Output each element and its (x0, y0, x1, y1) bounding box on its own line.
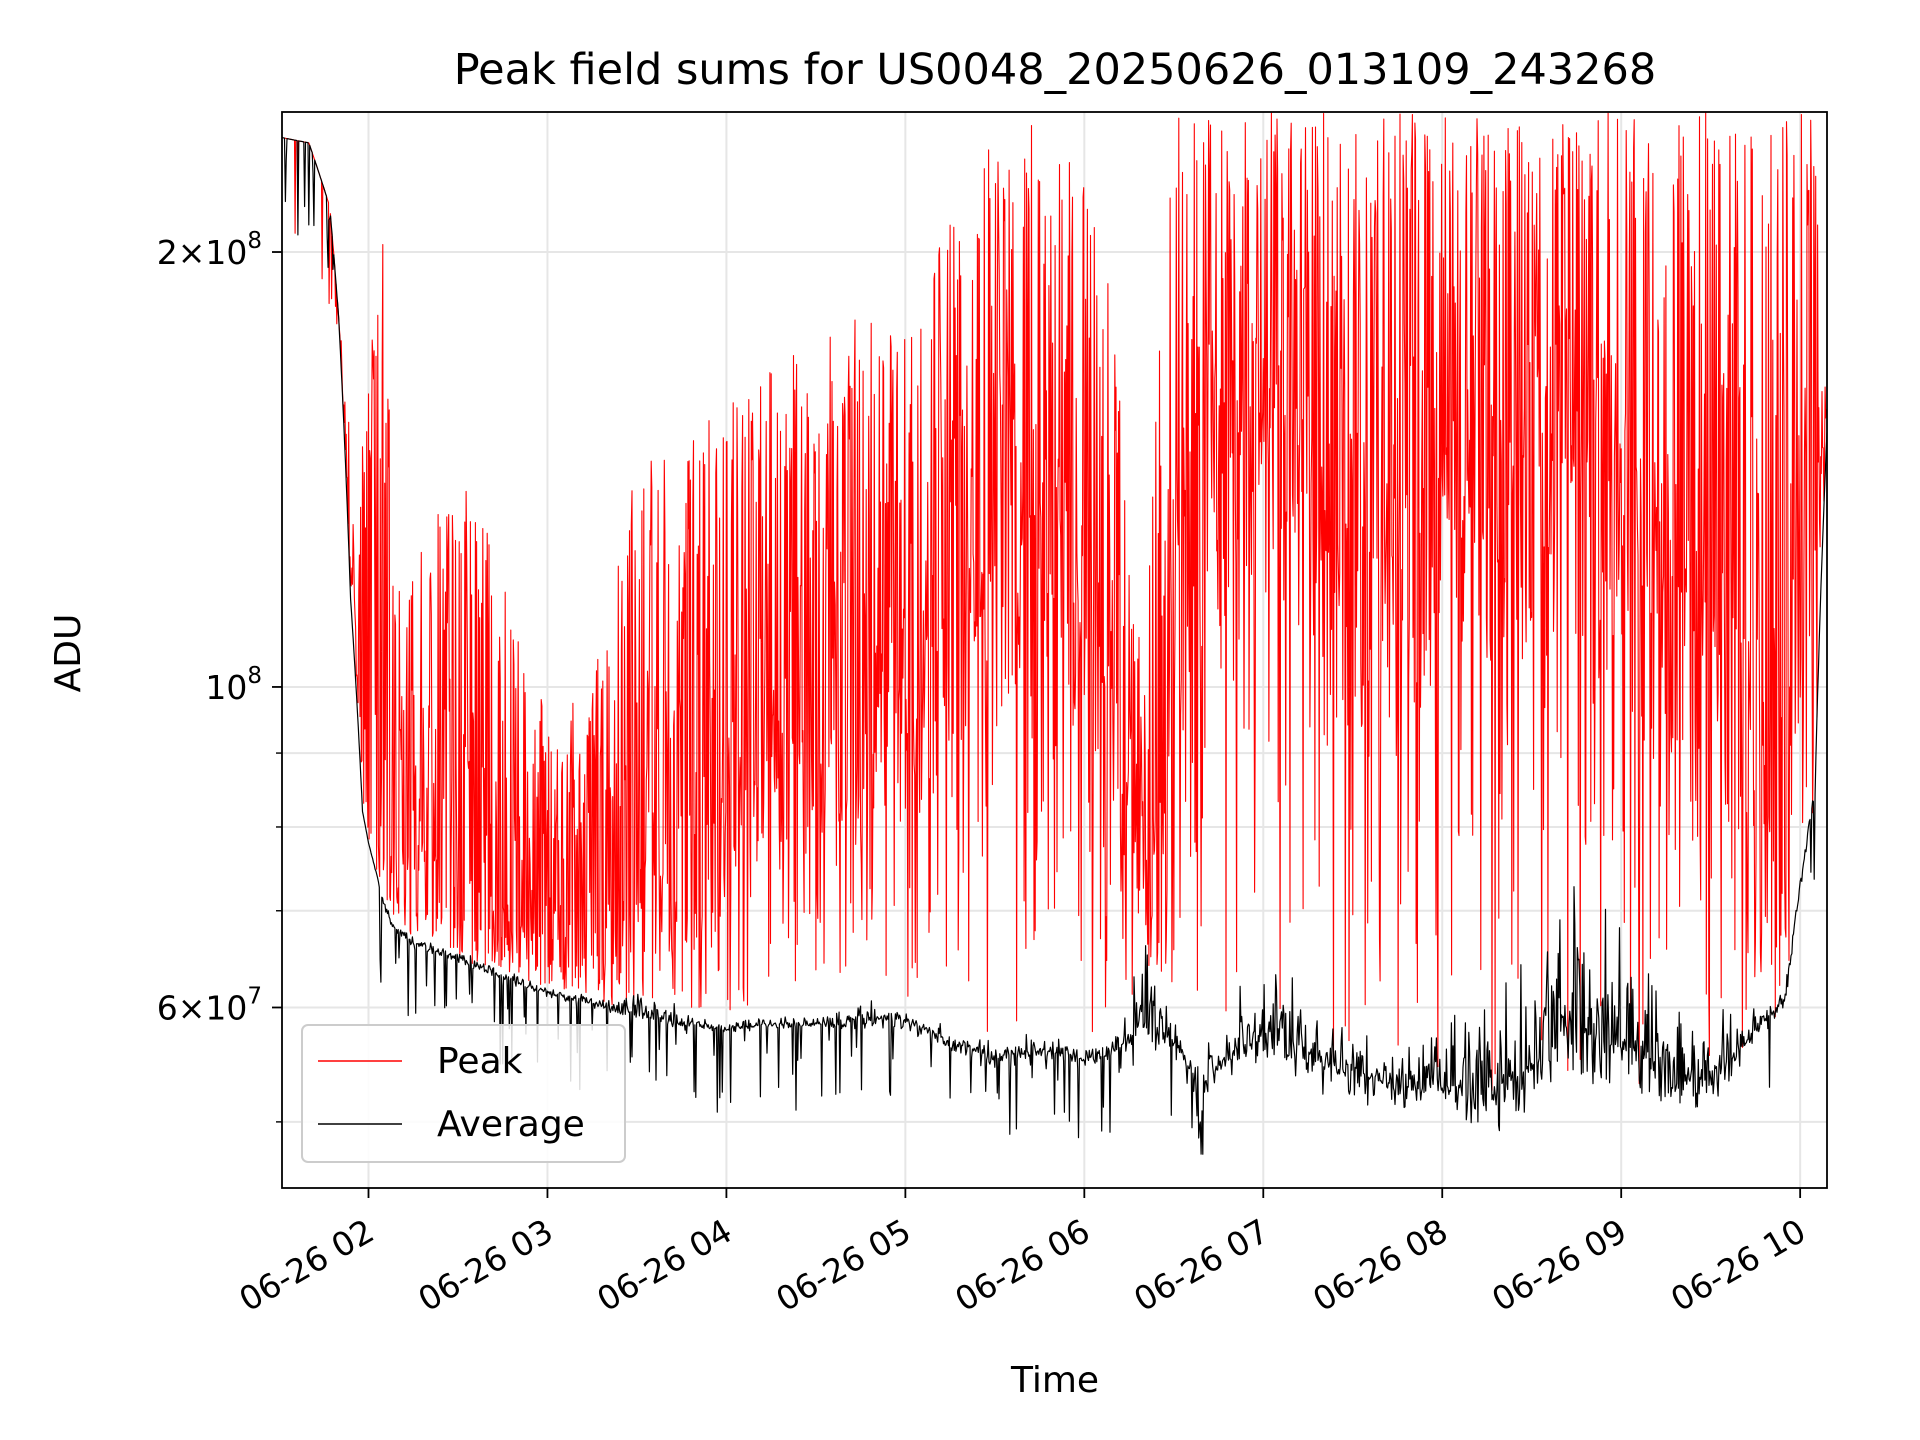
series-peak (282, 112, 1827, 1091)
plot-area (282, 112, 1827, 1155)
series-line-peak (282, 112, 1827, 1091)
series-average (282, 137, 1827, 1155)
y-tick-label: 108 (205, 663, 262, 707)
y-axis-label: ADU (48, 614, 89, 693)
y-tick-label: 2×108 (157, 228, 262, 272)
x-axis-label: Time (1010, 1360, 1099, 1401)
legend: Peak Average (301, 1024, 626, 1163)
legend-box (301, 1024, 626, 1163)
y-tick-label: 6×107 (157, 983, 262, 1027)
legend-peak-label: Peak (437, 1041, 523, 1082)
axes-frame (281, 111, 1828, 1189)
series-line-average (282, 137, 1827, 1155)
chart-title: Peak field sums for US0048_20250626_0131… (454, 45, 1657, 95)
legend-average-label: Average (437, 1104, 585, 1145)
